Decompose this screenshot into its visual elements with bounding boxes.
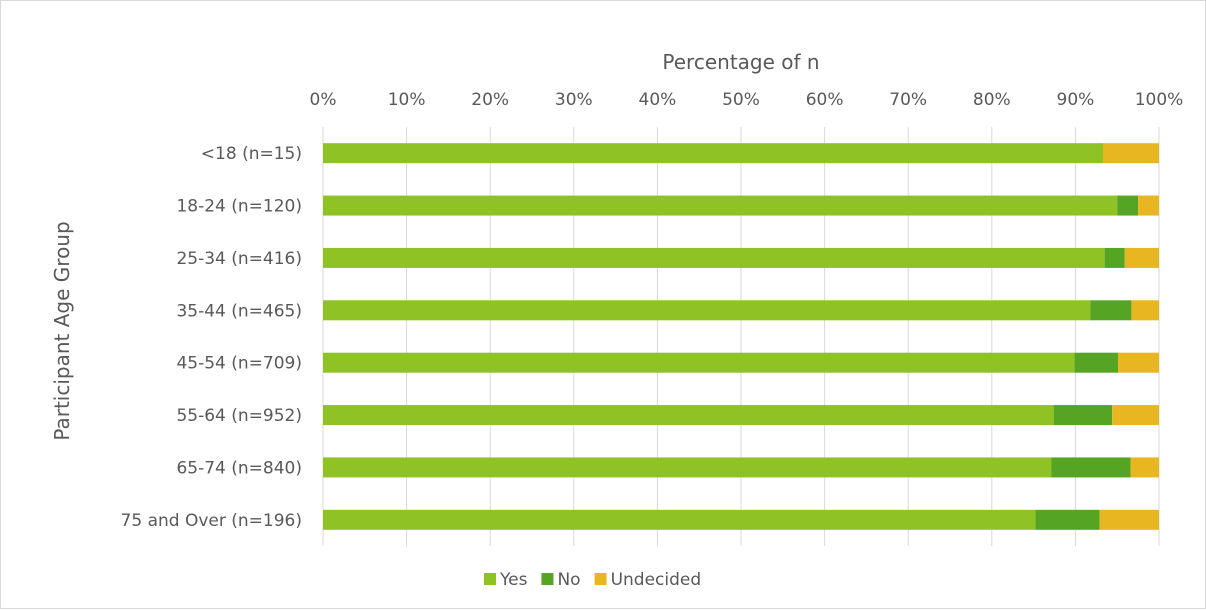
bar-segment-no [1035,509,1100,530]
bar-segment-yes [323,509,1036,530]
x-tick-label: 30% [555,90,593,110]
y-tick-label: 75 and Over (n=196) [121,511,302,531]
bar-segment-yes [323,457,1052,478]
legend-swatch-no [541,573,554,585]
bar-segment-no [1074,352,1119,373]
x-tick-label: 70% [889,90,927,110]
x-tick-label: 0% [310,90,337,110]
bar-segment-undecided [1138,195,1159,216]
x-tick-label: 20% [471,90,509,110]
y-tick-label: 25-34 (n=416) [176,249,302,269]
bar-segment-undecided [1118,352,1159,373]
y-tick-label: 55-64 (n=952) [176,406,302,426]
bar-segment-yes [323,300,1091,321]
y-tick-label: 18-24 (n=120) [176,197,302,217]
y-tick-label: <18 (n=15) [201,144,302,164]
bar-segment-yes [323,405,1054,426]
bar-segment-undecided [1130,457,1159,478]
bar-segment-yes [323,247,1105,268]
y-tick-labels: <18 (n=15) 18-24 (n=120) 25-34 (n=416) 35-4… [121,144,302,531]
bar-segment-undecided [1102,143,1159,164]
x-tick-label: 100% [1135,90,1184,110]
bar-segment-undecided [1131,300,1159,321]
x-axis-title: Percentage of n [662,50,819,74]
y-tick-label: 35-44 (n=465) [176,301,302,321]
x-tick-label: 60% [806,90,844,110]
legend-swatch-yes [484,573,496,585]
gridlines [322,127,1160,546]
y-tick-label: 65-74 (n=840) [176,458,302,478]
legend-label-no: No [557,570,580,590]
legend-label-undecided: Undecided [611,570,702,590]
bar-segment-yes [323,352,1075,373]
bar-segment-yes [323,143,1103,164]
x-tick-label: 50% [722,90,760,110]
y-axis-title: Participant Age Group [50,221,74,440]
bar-segment-undecided [1124,247,1159,268]
x-tick-label: 10% [388,90,426,110]
x-tick-labels: 0% 10% 20% 30% 40% 50% 60% 70% 80% 90% 100% [310,90,1184,110]
bar-segment-yes [323,195,1118,216]
legend-label-yes: Yes [499,570,528,590]
bar-segment-no [1117,195,1139,216]
y-tick-label: 45-54 (n=709) [176,354,302,374]
bar-segment-no [1104,247,1125,268]
bar-segment-no [1053,405,1113,426]
bar-segment-undecided [1099,509,1159,530]
x-tick-label: 80% [973,90,1011,110]
bar-segment-no [1090,300,1132,321]
x-tick-label: 90% [1057,90,1095,110]
legend-swatch-undecided [594,573,607,585]
bar-segment-undecided [1112,405,1159,426]
bars [323,143,1159,530]
bar-segment-no [1051,457,1131,478]
legend: Yes No Undecided [484,570,701,590]
x-tick-label: 40% [639,90,677,110]
